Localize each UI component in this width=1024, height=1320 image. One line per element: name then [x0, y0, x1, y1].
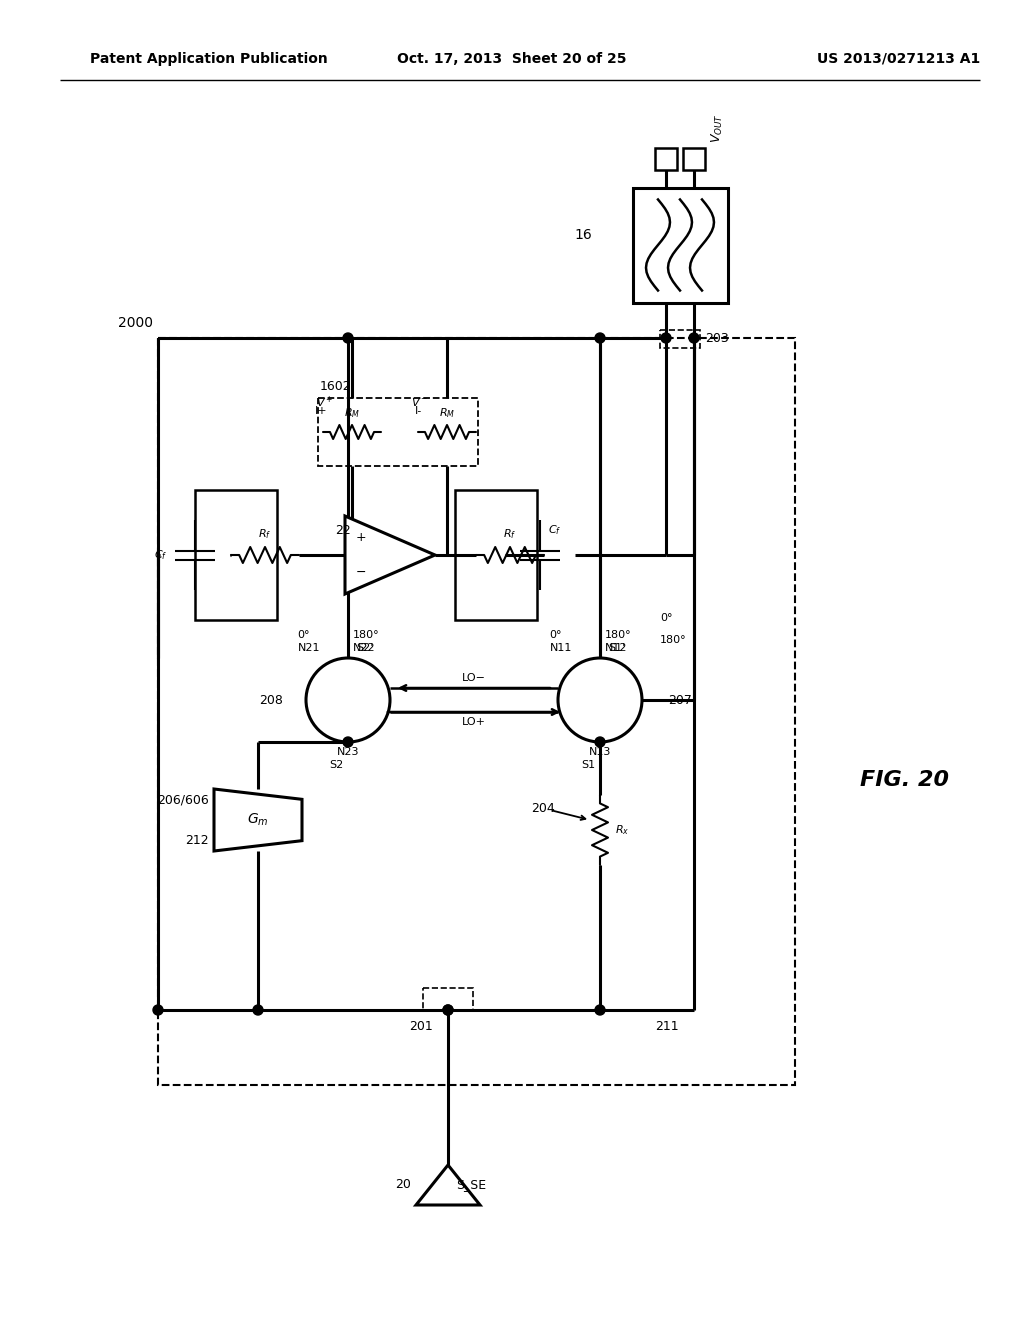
Text: +: + — [355, 531, 367, 544]
Text: 207: 207 — [668, 693, 692, 706]
Text: N22: N22 — [353, 643, 376, 653]
Text: 206/606: 206/606 — [158, 793, 209, 807]
Text: 212: 212 — [185, 833, 209, 846]
Text: 0°: 0° — [298, 630, 310, 640]
Text: 204: 204 — [531, 801, 555, 814]
Circle shape — [558, 657, 642, 742]
Bar — [195, 490, 278, 620]
Text: US 2013/0271213 A1: US 2013/0271213 A1 — [817, 51, 980, 66]
Text: N12: N12 — [605, 643, 628, 653]
Bar — [423, 987, 473, 1010]
Text: $V_{OUT}$: $V_{OUT}$ — [710, 114, 725, 143]
Text: $V^-$: $V^-$ — [412, 396, 429, 408]
Text: 2000: 2000 — [118, 315, 153, 330]
Text: I+: I+ — [314, 407, 327, 416]
Text: LO+: LO+ — [462, 717, 486, 727]
Text: I-: I- — [415, 407, 422, 416]
Text: 0°: 0° — [660, 612, 673, 623]
Text: S2': S2' — [356, 643, 374, 653]
Circle shape — [153, 1005, 163, 1015]
Text: 20: 20 — [395, 1179, 411, 1192]
Text: 203: 203 — [705, 331, 729, 345]
Text: Patent Application Publication: Patent Application Publication — [90, 51, 328, 66]
Text: S2: S2 — [329, 760, 343, 770]
Text: N23: N23 — [337, 747, 359, 756]
Circle shape — [306, 657, 390, 742]
Circle shape — [595, 737, 605, 747]
Text: $C_f$: $C_f$ — [548, 523, 561, 537]
Circle shape — [253, 1005, 263, 1015]
Bar — [633, 187, 727, 302]
Text: $R_M$: $R_M$ — [439, 407, 455, 420]
Bar — [655, 148, 677, 170]
Text: 208: 208 — [259, 693, 283, 706]
Circle shape — [443, 1005, 453, 1015]
Polygon shape — [214, 789, 302, 851]
Text: $G_m$: $G_m$ — [247, 812, 268, 828]
Text: 1602: 1602 — [319, 380, 351, 393]
Text: 16: 16 — [574, 228, 593, 242]
Text: 180°: 180° — [353, 630, 380, 640]
Bar — [158, 338, 795, 1085]
Text: N11: N11 — [550, 643, 572, 653]
Polygon shape — [345, 516, 435, 594]
Text: 211: 211 — [655, 1020, 679, 1034]
Text: FIG. 20: FIG. 20 — [860, 770, 949, 789]
Text: LO−: LO− — [462, 673, 486, 682]
Text: S1': S1' — [608, 643, 626, 653]
Text: $R_f$: $R_f$ — [258, 527, 271, 541]
Text: N13: N13 — [589, 747, 611, 756]
Text: 180°: 180° — [660, 635, 687, 645]
Text: S1: S1 — [581, 760, 595, 770]
Text: 0°: 0° — [550, 630, 562, 640]
Text: $V^+$: $V^+$ — [316, 395, 334, 409]
Circle shape — [343, 737, 353, 747]
Text: 180°: 180° — [605, 630, 632, 640]
Text: 201: 201 — [410, 1020, 433, 1034]
Polygon shape — [416, 1166, 480, 1205]
Bar — [318, 399, 478, 466]
Text: −: − — [355, 566, 367, 579]
Text: 22: 22 — [335, 524, 351, 536]
Text: $C_f$: $C_f$ — [154, 548, 167, 562]
Circle shape — [595, 333, 605, 343]
Text: $R_M$: $R_M$ — [344, 407, 360, 420]
Text: Oct. 17, 2013  Sheet 20 of 25: Oct. 17, 2013 Sheet 20 of 25 — [397, 51, 627, 66]
Circle shape — [343, 333, 353, 343]
Bar — [660, 330, 700, 348]
Circle shape — [689, 333, 699, 343]
Text: $R_x$: $R_x$ — [615, 824, 630, 837]
Circle shape — [595, 1005, 605, 1015]
Bar — [683, 148, 705, 170]
Bar — [455, 490, 537, 620]
Text: S_SE: S_SE — [456, 1179, 486, 1192]
Circle shape — [443, 1005, 453, 1015]
Text: $R_f$: $R_f$ — [503, 527, 517, 541]
Circle shape — [662, 333, 671, 343]
Text: N21: N21 — [298, 643, 319, 653]
